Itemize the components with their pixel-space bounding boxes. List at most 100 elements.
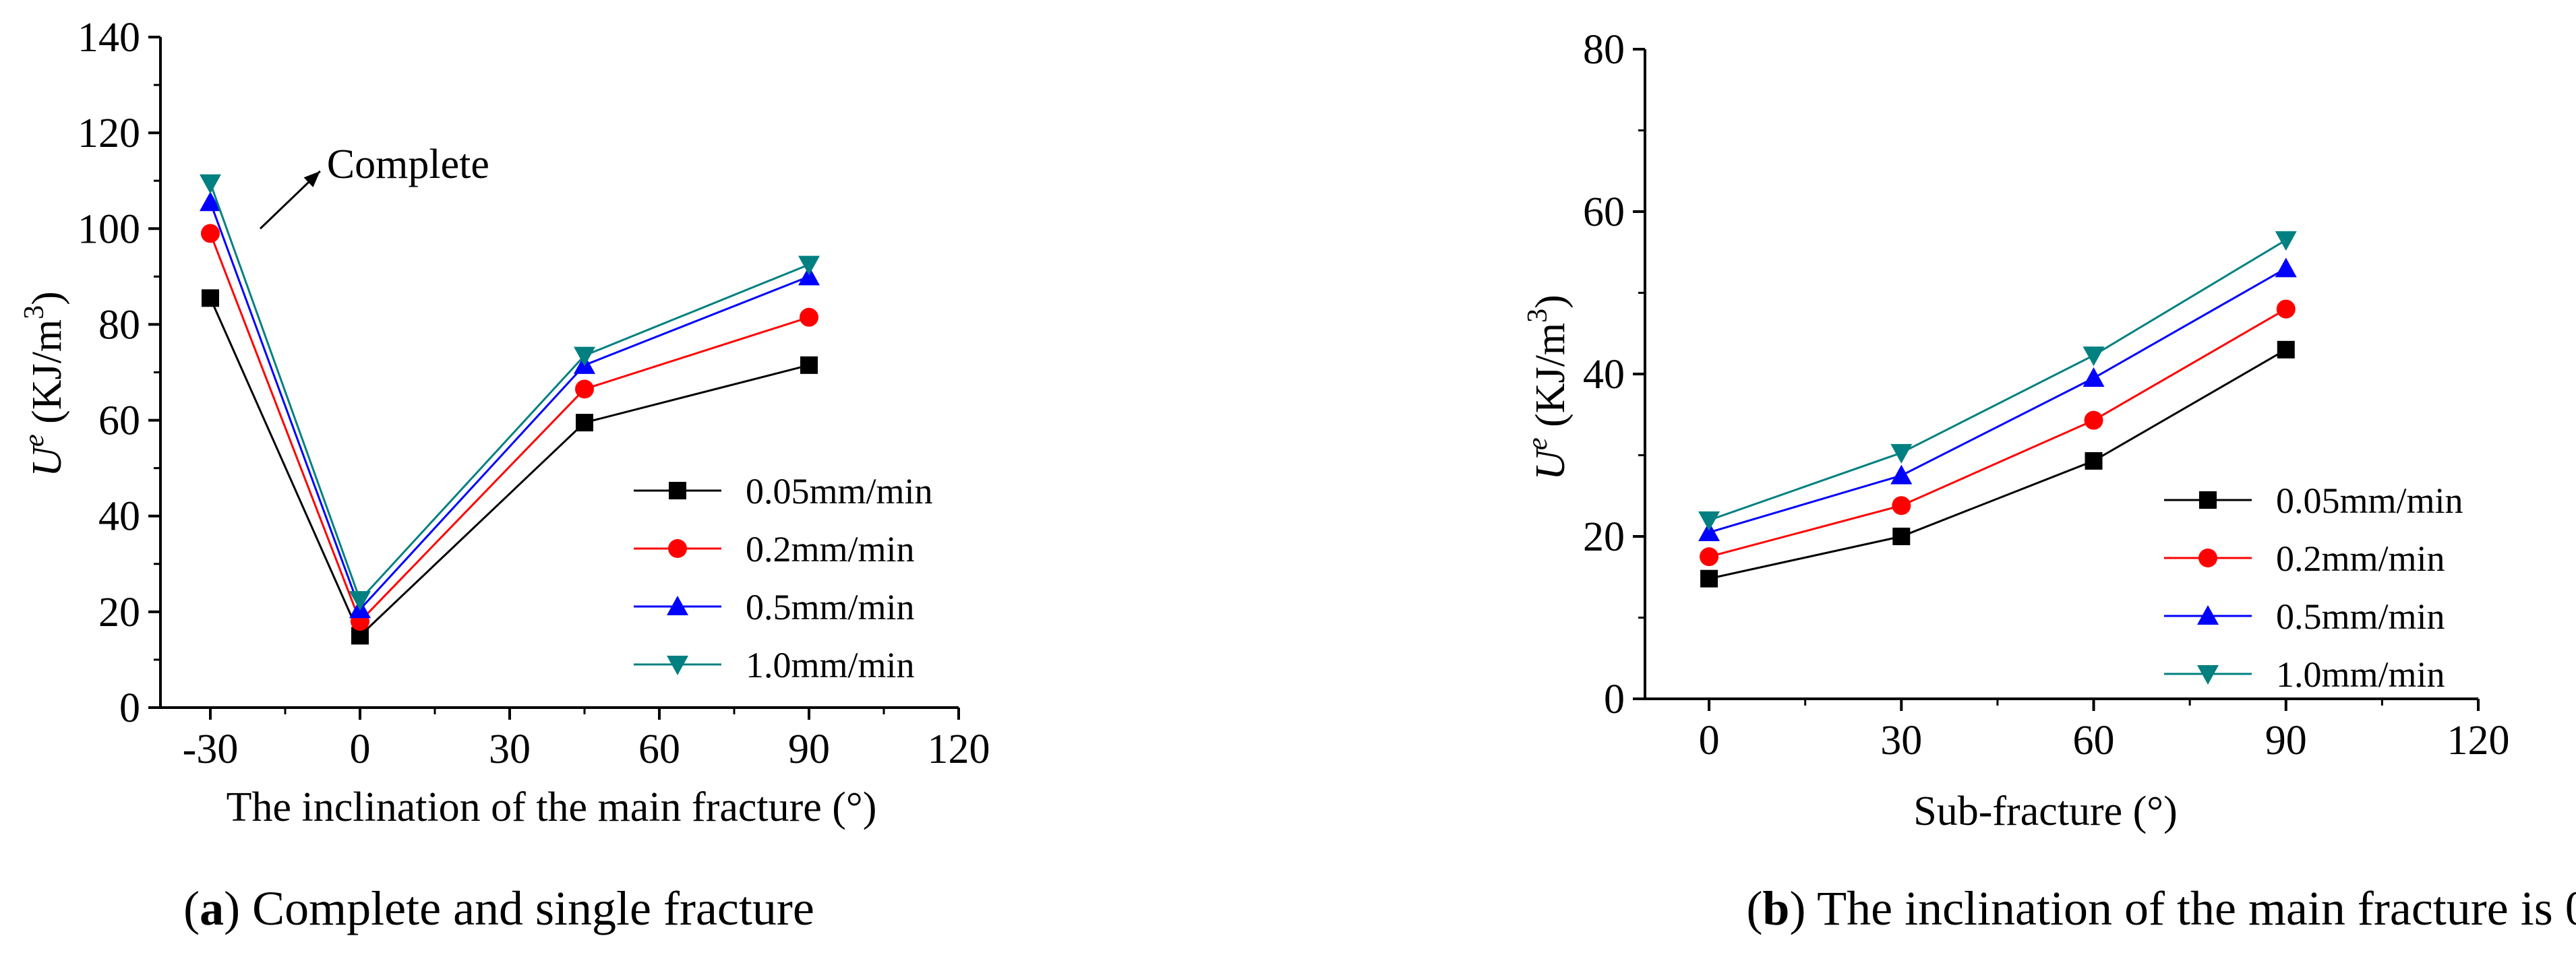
legend-label: 1.0mm/min bbox=[2276, 654, 2445, 695]
legend-marker bbox=[667, 596, 688, 615]
series-line bbox=[209, 232, 810, 623]
y-tick-label: 20 bbox=[1583, 514, 1625, 560]
chart-b-caption: (b) The inclination of the main fracture… bbox=[1746, 881, 2576, 935]
series-0.05mm-min bbox=[202, 289, 818, 645]
y-tick-label: 80 bbox=[1583, 27, 1625, 73]
legend-entry: 1.0mm/min bbox=[2164, 654, 2445, 695]
chart-a-x-axis-title: The inclination of the main fracture (°) bbox=[227, 784, 877, 830]
x-tick-label: 0 bbox=[1699, 718, 1720, 764]
legend-marker bbox=[2198, 549, 2217, 567]
y-tick-label: 140 bbox=[78, 15, 140, 61]
legend-marker bbox=[2197, 665, 2219, 685]
data-point bbox=[1890, 464, 1913, 485]
legend-label: 0.2mm/min bbox=[746, 529, 915, 569]
series-line bbox=[1708, 268, 2287, 534]
legend-entry: 0.05mm/min bbox=[634, 471, 933, 511]
y-tick-label: 60 bbox=[1583, 189, 1625, 235]
chart-b-y-axis-title: Ue (KJ/m3) bbox=[1522, 294, 1574, 480]
data-point bbox=[1892, 496, 1911, 516]
annotation-arrow-head bbox=[303, 171, 320, 187]
chart-b-y-ticks: 0 20 40 60 80 bbox=[1583, 27, 1645, 722]
y-tick-label: 60 bbox=[98, 398, 140, 444]
chart-a: -30 0 30 60 90 120 0 20 40 60 80 100 120 140 Complet… bbox=[19, 15, 990, 935]
data-point bbox=[798, 266, 820, 286]
data-point bbox=[1700, 547, 1719, 567]
data-point bbox=[349, 591, 371, 611]
data-point bbox=[200, 191, 221, 212]
data-point bbox=[2276, 299, 2296, 319]
data-point bbox=[2275, 257, 2297, 278]
x-tick-label: 30 bbox=[1880, 718, 1922, 764]
data-point bbox=[1698, 521, 1720, 541]
data-point bbox=[2275, 231, 2297, 251]
chart-a-caption: (a) Complete and single fracture bbox=[183, 881, 814, 935]
legend-label: 0.05mm/min bbox=[2276, 480, 2463, 521]
legend-label: 0.5mm/min bbox=[2276, 596, 2445, 637]
data-point bbox=[1890, 443, 1913, 464]
series-line bbox=[1708, 239, 2287, 522]
y-tick-label: 40 bbox=[1583, 352, 1625, 398]
chart-a-annotation: Complete bbox=[259, 142, 489, 230]
series-1.0mm-min bbox=[200, 174, 820, 611]
chart-b-x-axis-title: Sub-fracture (°) bbox=[1913, 788, 2177, 834]
y-tick-label: 0 bbox=[119, 685, 140, 731]
data-point bbox=[800, 307, 818, 327]
legend-label: 0.05mm/min bbox=[746, 471, 933, 511]
legend-entry: 1.0mm/min bbox=[634, 645, 915, 685]
data-point bbox=[575, 379, 594, 399]
legend-label: 0.2mm/min bbox=[2276, 538, 2445, 579]
series-0.5mm-min bbox=[1698, 257, 2297, 541]
data-point bbox=[201, 224, 220, 243]
chart-a-y-ticks: 0 20 40 60 80 100 120 140 bbox=[78, 15, 160, 731]
data-point bbox=[2277, 340, 2295, 359]
series-line bbox=[209, 183, 810, 602]
legend-entry: 0.05mm/min bbox=[2164, 480, 2463, 521]
x-tick-label: 30 bbox=[489, 726, 531, 772]
chart-a-series bbox=[200, 174, 820, 645]
chart-b: 0 30 60 90 120 0 20 40 60 80 0.05mm/min 0.2mm/min… bbox=[1522, 27, 2576, 935]
legend-label: 1.0mm/min bbox=[746, 645, 915, 685]
data-point bbox=[1698, 511, 1720, 531]
series-0.05mm-min bbox=[1700, 340, 2295, 588]
data-point bbox=[2084, 410, 2103, 430]
legend-entry: 0.2mm/min bbox=[2164, 538, 2445, 579]
legend-entry: 0.5mm/min bbox=[634, 587, 915, 627]
data-point bbox=[574, 346, 595, 367]
legend-entry: 0.5mm/min bbox=[2164, 596, 2445, 637]
series-0.5mm-min bbox=[200, 191, 820, 619]
series-1.0mm-min bbox=[1698, 231, 2297, 531]
chart-a-y-axis-title: Ue (KJ/m3) bbox=[19, 291, 70, 477]
series-0.2mm-min bbox=[1700, 299, 2296, 567]
legend-marker bbox=[667, 656, 688, 675]
chart-b-x-ticks: 0 30 60 90 120 bbox=[1699, 699, 2510, 764]
data-point bbox=[2085, 452, 2103, 470]
legend-marker bbox=[2197, 605, 2219, 625]
legend-entry: 0.2mm/min bbox=[634, 529, 915, 569]
x-tick-label: 0 bbox=[350, 726, 371, 772]
data-point bbox=[576, 414, 593, 432]
chart-b-series bbox=[1698, 231, 2297, 588]
data-point bbox=[800, 356, 818, 374]
data-point bbox=[2083, 346, 2105, 367]
data-point bbox=[798, 255, 820, 276]
data-point bbox=[200, 174, 221, 194]
y-tick-label: 120 bbox=[78, 111, 140, 156]
data-point bbox=[202, 289, 219, 307]
legend-label: 0.5mm/min bbox=[746, 587, 915, 627]
series-line bbox=[209, 201, 810, 612]
data-point bbox=[1700, 569, 1718, 588]
x-tick-label: 60 bbox=[2073, 718, 2115, 764]
data-point bbox=[2083, 367, 2105, 387]
legend-marker bbox=[669, 482, 686, 499]
chart-a-x-ticks: -30 0 30 60 90 120 bbox=[183, 708, 990, 772]
chart-a-legend: 0.05mm/min 0.2mm/min 0.5mm/min 1.0mm/min bbox=[634, 471, 933, 685]
legend-marker bbox=[668, 539, 687, 558]
x-tick-label: 90 bbox=[788, 726, 830, 772]
series-line bbox=[209, 297, 810, 638]
y-tick-label: 20 bbox=[98, 590, 140, 635]
y-tick-label: 0 bbox=[1604, 677, 1625, 722]
series-line bbox=[1708, 348, 2287, 580]
y-tick-label: 100 bbox=[78, 206, 140, 252]
x-tick-label: 90 bbox=[2265, 718, 2307, 764]
x-tick-label: 120 bbox=[928, 726, 990, 772]
